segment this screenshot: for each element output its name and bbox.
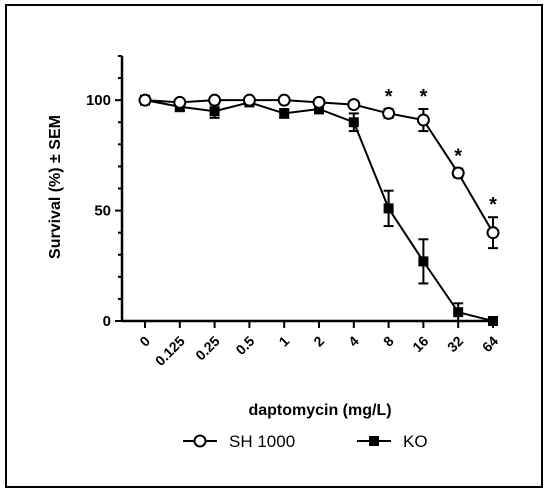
x-tick-label: 4 <box>345 333 362 350</box>
data-point <box>312 95 326 109</box>
x-tick-label: 16 <box>409 333 431 355</box>
data-point <box>209 106 220 117</box>
legend-item-sh-1000: SH 1000 <box>183 432 295 451</box>
y-axis-title: Survival (%) ± SEM <box>47 115 64 259</box>
y-tick-label: 0 <box>103 313 111 330</box>
data-point <box>348 117 359 128</box>
series-line <box>144 99 494 322</box>
data-point <box>382 106 396 120</box>
x-tick-label: 1 <box>275 333 292 350</box>
y-tick-label: 50 <box>94 203 111 220</box>
data-point <box>453 307 464 318</box>
data-point <box>486 226 500 240</box>
data-point <box>416 113 430 127</box>
data-point <box>208 93 222 107</box>
figure-frame <box>5 4 543 488</box>
data-point <box>138 93 152 107</box>
significance-star: * <box>454 146 462 168</box>
data-point <box>279 108 290 119</box>
legend-item-ko: KO <box>357 432 428 451</box>
legend-label: KO <box>403 432 428 451</box>
x-tick-label: 64 <box>479 333 501 355</box>
x-tick-label: 0.5 <box>232 333 257 358</box>
data-point <box>242 93 256 107</box>
data-point <box>277 93 291 107</box>
legend: SH 1000 KO <box>183 432 428 451</box>
x-axis-title: daptomycin (mg/L) <box>248 402 391 419</box>
significance-star: * <box>385 86 393 108</box>
data-point <box>314 104 324 114</box>
x-tick-label: 0.25 <box>192 333 223 364</box>
x-tick-label: 32 <box>444 333 466 355</box>
y-tick-label: 100 <box>86 92 111 109</box>
x-tick-label: 2 <box>310 333 327 350</box>
legend-marker <box>193 434 207 448</box>
series-sh-1000 <box>138 93 500 250</box>
x-tick-label: 0.125 <box>152 333 188 369</box>
data-point <box>347 98 361 112</box>
data-point <box>418 256 429 267</box>
data-point <box>173 95 187 109</box>
data-point <box>451 166 465 180</box>
data-point <box>488 316 498 326</box>
series-line <box>144 99 494 234</box>
significance-star: * <box>420 86 428 108</box>
x-tick-label: 0 <box>136 333 153 350</box>
legend-label: SH 1000 <box>229 432 295 451</box>
x-tick-label: 8 <box>380 333 397 350</box>
series-ko <box>140 95 498 326</box>
legend-marker <box>369 436 379 446</box>
series-layer: * * * * <box>138 86 500 326</box>
data-point <box>383 203 394 214</box>
significance-star: * <box>489 194 497 216</box>
